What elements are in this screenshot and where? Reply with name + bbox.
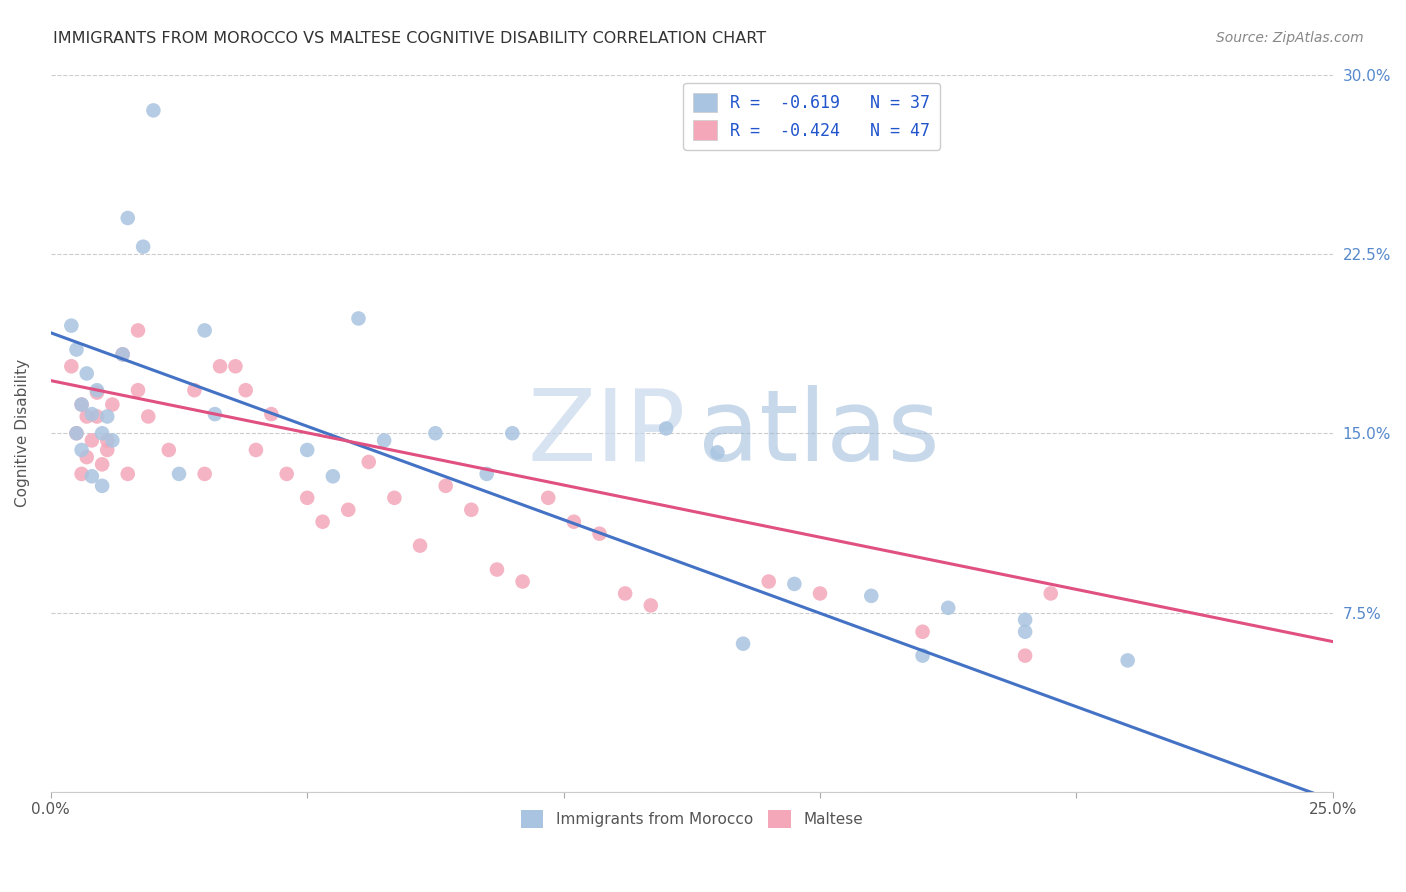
Point (485, 563, 508, 577)
Point (562, 515, 585, 529)
Point (501, 426, 523, 441)
Point (706, 445, 728, 459)
Point (91, 479, 114, 493)
Point (1014, 648, 1036, 663)
Legend: Immigrants from Morocco, Maltese: Immigrants from Morocco, Maltese (515, 804, 869, 835)
Y-axis label: Cognitive Disability: Cognitive Disability (15, 359, 30, 508)
Point (80, 407, 103, 421)
Text: Source: ZipAtlas.com: Source: ZipAtlas.com (1216, 31, 1364, 45)
Point (911, 648, 934, 663)
Point (655, 421, 678, 435)
Point (65, 426, 87, 441)
Text: atlas: atlas (699, 384, 939, 482)
Point (194, 323, 217, 337)
Point (758, 574, 780, 589)
Point (425, 426, 447, 441)
Point (297, 491, 319, 505)
Point (512, 574, 534, 589)
Point (136, 409, 159, 424)
Point (347, 311, 370, 326)
Point (1014, 624, 1036, 639)
Point (183, 383, 205, 397)
Point (86, 385, 108, 400)
Point (86, 409, 108, 424)
Point (276, 467, 298, 481)
Point (537, 491, 560, 505)
Point (142, 103, 165, 118)
Point (96, 442, 118, 457)
Point (322, 469, 344, 483)
Point (808, 586, 831, 600)
Point (911, 624, 934, 639)
Point (96, 434, 118, 448)
Point (111, 347, 134, 361)
Point (224, 359, 246, 374)
Point (117, 211, 139, 225)
Point (76, 367, 98, 381)
Point (1039, 586, 1062, 600)
Point (70, 442, 93, 457)
Point (127, 323, 149, 337)
Point (70, 398, 93, 412)
Point (157, 442, 180, 457)
Point (117, 467, 139, 481)
Point (194, 467, 217, 481)
Point (434, 479, 457, 493)
Point (384, 491, 406, 505)
Point (76, 409, 98, 424)
Point (76, 450, 98, 465)
Point (91, 458, 114, 472)
Point (260, 407, 283, 421)
Point (80, 434, 103, 448)
Point (588, 526, 610, 541)
Point (311, 515, 333, 529)
Point (297, 442, 319, 457)
Point (245, 442, 267, 457)
Point (86, 383, 108, 397)
Point (204, 407, 226, 421)
Point (101, 434, 124, 448)
Point (70, 398, 93, 412)
Point (70, 467, 93, 481)
Text: IMMIGRANTS FROM MOROCCO VS MALTESE COGNITIVE DISABILITY CORRELATION CHART: IMMIGRANTS FROM MOROCCO VS MALTESE COGNI… (53, 31, 766, 46)
Point (127, 383, 149, 397)
Point (65, 343, 87, 357)
Point (235, 383, 257, 397)
Point (860, 589, 883, 603)
Point (337, 502, 360, 516)
Point (209, 359, 232, 374)
Point (101, 398, 124, 412)
Point (409, 539, 432, 553)
Point (132, 240, 155, 254)
Point (167, 467, 190, 481)
Point (96, 409, 118, 424)
Point (936, 600, 959, 615)
Point (65, 426, 87, 441)
Text: ZIP: ZIP (527, 384, 685, 482)
Point (460, 502, 482, 516)
Point (373, 434, 395, 448)
Point (80, 469, 103, 483)
Point (640, 599, 662, 613)
Point (111, 347, 134, 361)
Point (614, 586, 637, 600)
Point (60, 359, 83, 374)
Point (475, 467, 498, 481)
Point (60, 318, 83, 333)
Point (783, 577, 806, 591)
Point (1014, 613, 1036, 627)
Point (1116, 653, 1139, 667)
Point (91, 426, 114, 441)
Point (357, 455, 380, 469)
Point (733, 637, 755, 651)
